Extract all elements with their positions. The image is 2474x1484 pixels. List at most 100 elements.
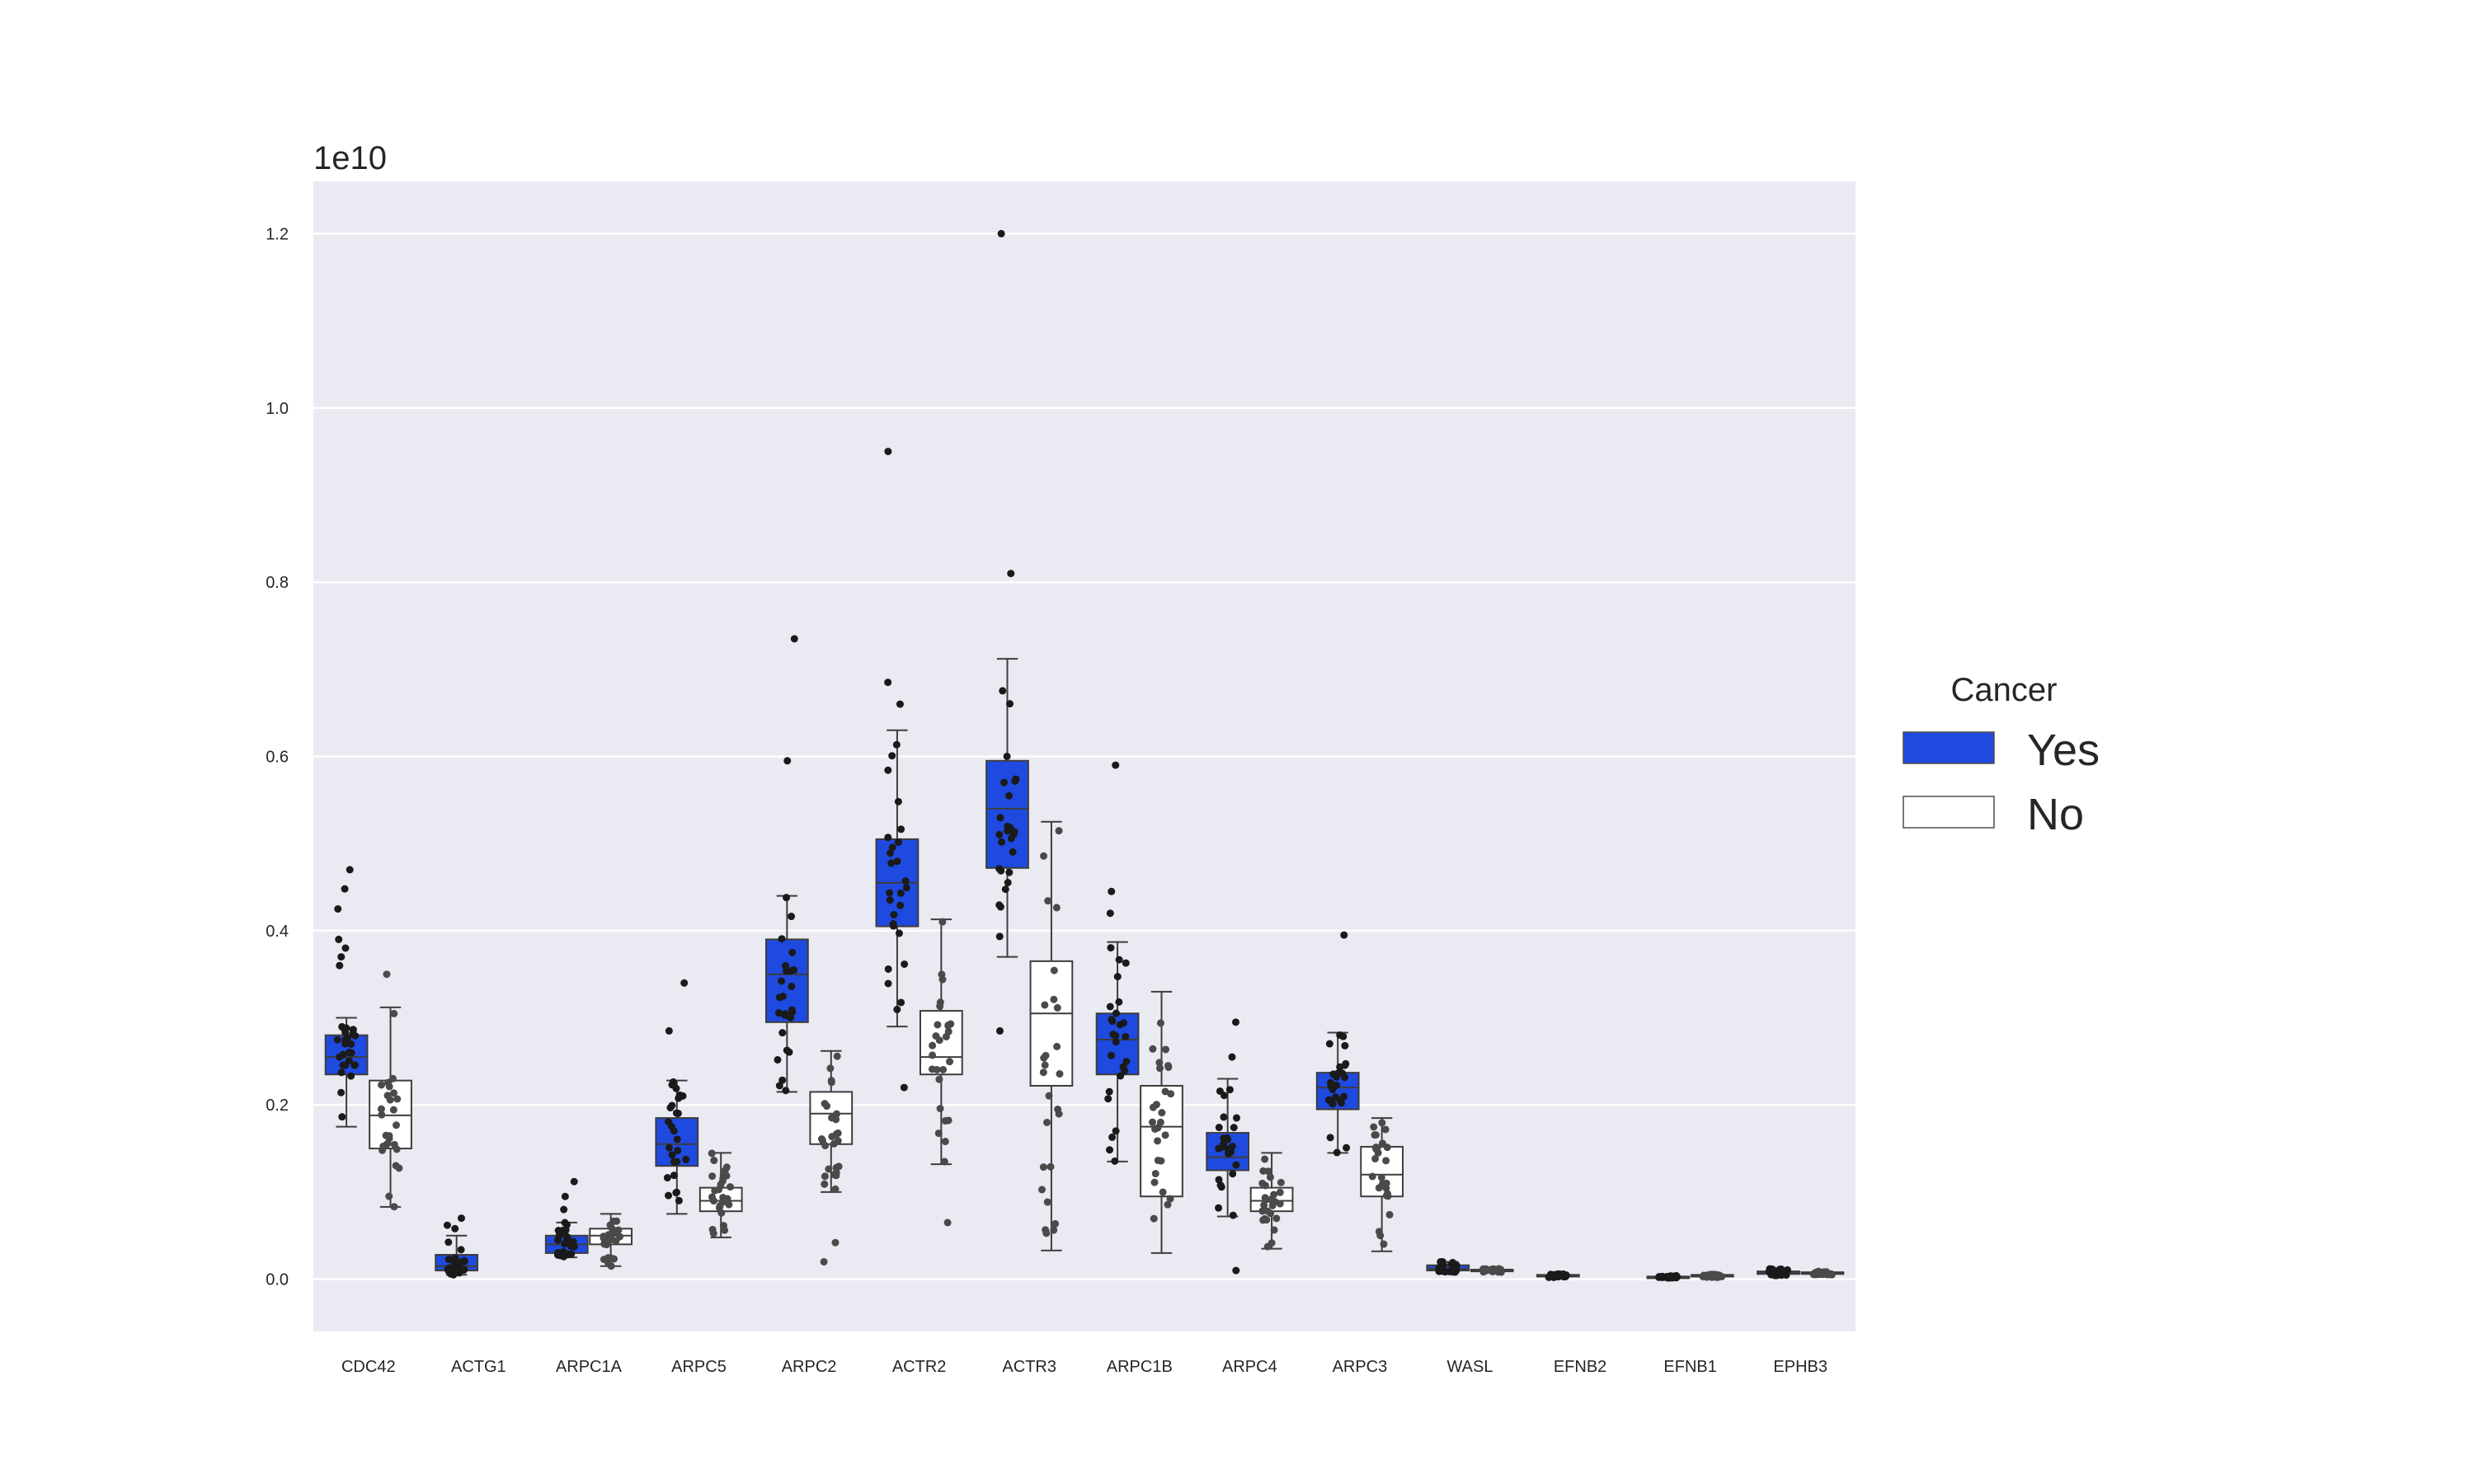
y-tick-label: 1.2 [266, 225, 289, 243]
strip-point [788, 982, 796, 990]
strip-point [1340, 931, 1348, 939]
strip-point [942, 1032, 950, 1040]
strip-point [821, 1180, 829, 1188]
strip-point [672, 1084, 680, 1092]
strip-point [933, 1065, 941, 1073]
strip-point [1268, 1201, 1277, 1209]
legend-label-yes: Yes [2027, 726, 2100, 775]
strip-point [901, 960, 909, 968]
strip-point [674, 1147, 682, 1155]
strip-point [788, 948, 797, 956]
strip-point [1376, 1232, 1385, 1240]
strip-point [1220, 1092, 1228, 1100]
strip-point [336, 1053, 344, 1061]
x-tick-label: ARPC5 [671, 1358, 727, 1376]
strip-point [1158, 1109, 1166, 1117]
strip-point [675, 1196, 683, 1205]
strip-point [1272, 1214, 1281, 1223]
strip-point [1164, 1062, 1173, 1070]
strip-point [385, 1192, 393, 1200]
strip-point [669, 1078, 677, 1086]
strip-point [1437, 1261, 1446, 1270]
strip-point [665, 1191, 673, 1200]
strip-point [1150, 1178, 1159, 1186]
strip-point [1816, 1268, 1824, 1276]
strip-point [672, 1189, 680, 1197]
strip-point [673, 1158, 681, 1166]
strip-point [723, 1195, 731, 1203]
strip-point [1157, 1157, 1165, 1165]
strip-point [783, 757, 792, 765]
strip-point [894, 797, 902, 805]
strip-point [1162, 1045, 1170, 1054]
strip-point [1258, 1179, 1267, 1187]
strip-point [1261, 1194, 1269, 1202]
strip-point [774, 1009, 783, 1017]
strip-point [340, 1024, 348, 1032]
strip-point [938, 918, 947, 926]
strip-point [783, 894, 791, 902]
strip-point [1270, 1226, 1278, 1234]
strip-point [996, 903, 1004, 911]
strip-point [1377, 1173, 1385, 1181]
y-tick-label: 0.2 [266, 1097, 289, 1115]
strip-point [995, 830, 1004, 838]
strip-point [790, 635, 798, 643]
strip-point [896, 901, 905, 909]
strip-point [1777, 1271, 1785, 1280]
x-axis-tick-labels: CDC42 ACTG1 ARPC1A ARPC5 ARPC2 ACTR2 ACTR3 ARPC… [341, 1358, 1827, 1376]
strip-point [1108, 1133, 1117, 1141]
strip-point [1156, 1064, 1164, 1073]
strip-point [1009, 848, 1017, 856]
strip-point [775, 1082, 783, 1090]
strip-point [941, 1138, 949, 1146]
strip-point [1225, 1148, 1233, 1157]
strip-point [1220, 1113, 1228, 1121]
strip-point [831, 1238, 840, 1247]
strip-point [1151, 1125, 1159, 1133]
strip-point [832, 1130, 840, 1139]
strip-point [444, 1256, 453, 1264]
strip-point [443, 1221, 451, 1229]
strip-point [1219, 1143, 1227, 1151]
strip-point [1277, 1178, 1285, 1186]
strip-point [390, 1203, 398, 1211]
strip-point [934, 1021, 942, 1029]
strip-point [607, 1254, 615, 1262]
strip-point [668, 1101, 676, 1110]
strip-point [1479, 1267, 1488, 1275]
strip-point [778, 992, 787, 1000]
strip-point [938, 975, 947, 984]
strip-point [708, 1149, 716, 1158]
strip-point [897, 825, 905, 834]
strip-point [1333, 1148, 1341, 1157]
strip-point [1149, 1103, 1157, 1111]
strip-point [1264, 1167, 1272, 1176]
strip-point [1106, 909, 1114, 918]
strip-point [725, 1200, 733, 1209]
strip-point [1368, 1172, 1376, 1181]
strip-point [608, 1225, 616, 1233]
strip-point [1053, 1003, 1061, 1012]
strip-point [1229, 1211, 1237, 1219]
strip-point [334, 904, 342, 913]
strip-point [1038, 1186, 1047, 1194]
y-tick-label: 1.0 [266, 400, 289, 418]
strip-point [889, 922, 897, 930]
strip-point [1372, 1144, 1380, 1152]
strip-point [1151, 1170, 1159, 1178]
strip-point [393, 1121, 401, 1129]
strip-point [1112, 1031, 1120, 1040]
strip-point [996, 814, 1004, 822]
strip-point [1111, 1157, 1119, 1165]
strip-point [886, 889, 894, 897]
strip-point [832, 1168, 840, 1176]
strip-point [349, 1026, 357, 1034]
strip-point [1154, 1137, 1162, 1145]
strip-point [929, 1051, 937, 1059]
strip-point [674, 1109, 682, 1117]
strip-point [935, 1075, 943, 1083]
strip-point [1051, 1219, 1060, 1228]
strip-point [821, 1100, 829, 1108]
strip-point [680, 979, 689, 987]
